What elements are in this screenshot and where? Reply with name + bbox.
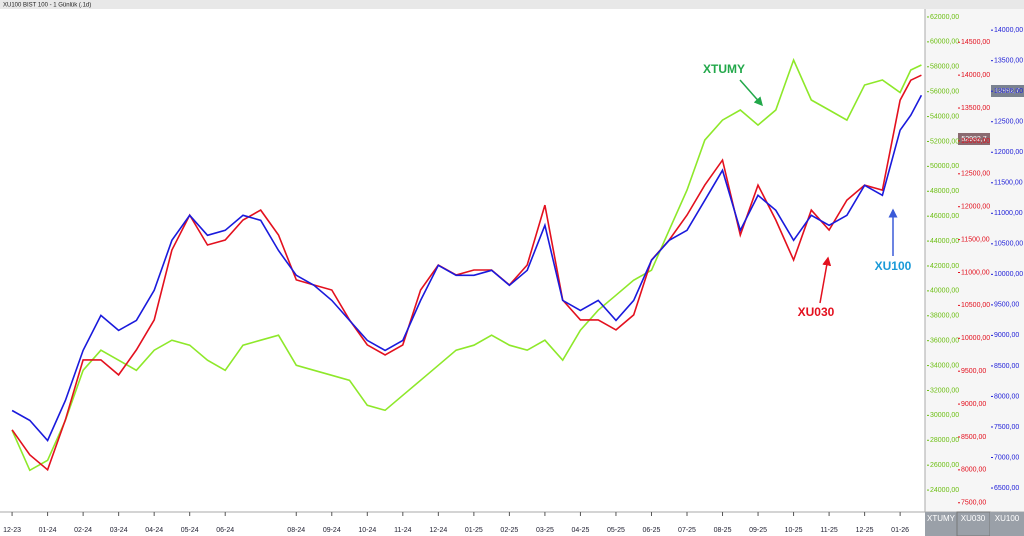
plot-area bbox=[11, 57, 923, 472]
x-tick-label: 05-24 bbox=[181, 527, 199, 534]
chart-title: XU100 BIST 100 - 1 Günlük (.1d) bbox=[3, 3, 91, 9]
y-tick-label: 36000,00 bbox=[930, 338, 959, 345]
y-tick-label: 56000,00 bbox=[930, 89, 959, 96]
x-tick-label: 02-24 bbox=[74, 527, 92, 534]
x-tick-label: 03-25 bbox=[536, 527, 554, 534]
x-tick-label: 04-25 bbox=[571, 527, 589, 534]
x-tick-label: 03-24 bbox=[110, 527, 128, 534]
y-tick-label: 12000,00 bbox=[961, 204, 990, 211]
y-tick-label: 12500,00 bbox=[994, 119, 1023, 126]
y-tick-label: 32000,00 bbox=[930, 387, 959, 394]
y-tick-label: 10500,00 bbox=[961, 302, 990, 309]
y-tick-label: 13500,00 bbox=[994, 58, 1023, 65]
annotation: XU100 bbox=[875, 259, 912, 273]
y-tick-label: 6500,00 bbox=[994, 485, 1019, 492]
y-tick-label: 13500,00 bbox=[961, 105, 990, 112]
x-tick-label: 11-25 bbox=[820, 527, 837, 534]
x-tick-label: 07-25 bbox=[678, 527, 696, 534]
y-tick-label: 42000,00 bbox=[930, 263, 959, 270]
arrow bbox=[739, 79, 763, 107]
y-tick-label: 8000,00 bbox=[994, 393, 1019, 400]
tab[interactable] bbox=[956, 511, 991, 536]
price-box-label: 52982,7 bbox=[961, 136, 986, 143]
title-bar bbox=[0, 0, 1024, 9]
arrow bbox=[819, 256, 832, 304]
tab-label[interactable]: XTUMY bbox=[927, 514, 956, 523]
x-tick-label: 01-26 bbox=[891, 527, 909, 534]
y-tick-label: 34000,00 bbox=[930, 362, 959, 369]
y-tick-label: 14000,00 bbox=[961, 72, 990, 79]
y-tick-label: 54000,00 bbox=[930, 113, 959, 120]
x-tick-label: 01-25 bbox=[465, 527, 483, 534]
y-tick-label: 7500,00 bbox=[961, 500, 986, 507]
y-tick-label: 48000,00 bbox=[930, 188, 959, 195]
y-tick-label: 50000,00 bbox=[930, 163, 959, 170]
y-tick-label: 9000,00 bbox=[994, 332, 1019, 339]
y-tick-label: 8500,00 bbox=[961, 434, 986, 441]
y-tick-label: 11500,00 bbox=[994, 180, 1023, 187]
y-tick-label: 24000,00 bbox=[930, 487, 959, 494]
tab-label[interactable]: XU100 bbox=[995, 514, 1020, 523]
y-tick-label: 62000,00 bbox=[930, 14, 959, 21]
y-tick-label: 9500,00 bbox=[961, 368, 986, 375]
y-tick-label: 7000,00 bbox=[994, 454, 1019, 461]
y-tick-label: 40000,00 bbox=[930, 288, 959, 295]
x-tick-label: 12-23 bbox=[3, 527, 21, 534]
y-tick-label: 10000,00 bbox=[994, 271, 1023, 278]
x-tick-label: 09-25 bbox=[749, 527, 767, 534]
x-tick-label: 09-24 bbox=[323, 527, 341, 534]
tab[interactable] bbox=[925, 512, 957, 536]
y-tick-label: 10500,00 bbox=[994, 241, 1023, 248]
y-tick-label: 7500,00 bbox=[994, 424, 1019, 431]
x-tick-label: 06-24 bbox=[216, 527, 234, 534]
y-tick-label: 13000,00 bbox=[994, 88, 1023, 95]
x-tick-label: 12-25 bbox=[856, 527, 874, 534]
y-tick-label: 11000,00 bbox=[961, 269, 990, 276]
y-tick-label: 8000,00 bbox=[961, 467, 986, 474]
x-tick-label: 08-24 bbox=[287, 527, 305, 534]
x-tick-label: 10-24 bbox=[358, 527, 376, 534]
series-line bbox=[11, 57, 922, 472]
y-tick-label: 14000,00 bbox=[994, 27, 1023, 34]
x-tick-label: 08-25 bbox=[714, 527, 732, 534]
y-tick-label: 9500,00 bbox=[994, 302, 1019, 309]
x-tick-label: 11-24 bbox=[394, 527, 411, 534]
price-box-label: 12992,7 bbox=[994, 88, 1019, 95]
y-tick-label: 12000,00 bbox=[994, 149, 1023, 156]
x-tick-label: 04-24 bbox=[145, 527, 163, 534]
price-box bbox=[991, 85, 1024, 97]
x-tick-label: 02-25 bbox=[500, 527, 518, 534]
x-tick-label: 12-24 bbox=[429, 527, 447, 534]
y-tick-label: 11000,00 bbox=[994, 210, 1023, 217]
y-tick-label: 60000,00 bbox=[930, 39, 959, 46]
annotation: XU030 bbox=[798, 305, 835, 319]
y-tick-label: 58000,00 bbox=[930, 64, 959, 71]
y-tick-label: 30000,00 bbox=[930, 412, 959, 419]
y-tick-label: 13000,00 bbox=[961, 138, 990, 145]
series-line bbox=[11, 94, 923, 442]
y-tick-label: 44000,00 bbox=[930, 238, 959, 245]
y-tick-label: 46000,00 bbox=[930, 213, 959, 220]
y-tick-label: 28000,00 bbox=[930, 437, 959, 444]
y-tick-label: 12500,00 bbox=[961, 171, 990, 178]
y-tick-label: 14500,00 bbox=[961, 39, 990, 46]
y-tick-label: 11500,00 bbox=[961, 236, 990, 243]
series-line bbox=[11, 74, 922, 472]
y-tick-label: 38000,00 bbox=[930, 313, 959, 320]
y-tick-label: 10000,00 bbox=[961, 335, 990, 342]
y-tick-label: 9000,00 bbox=[961, 401, 986, 408]
price-box bbox=[958, 133, 990, 145]
y-tick-label: 26000,00 bbox=[930, 462, 959, 469]
x-tick-label: 05-25 bbox=[607, 527, 625, 534]
x-tick-label: 06-25 bbox=[643, 527, 661, 534]
y-tick-label: 8500,00 bbox=[994, 363, 1019, 370]
tab-label[interactable]: XU030 bbox=[961, 514, 986, 523]
x-tick-label: 10-25 bbox=[785, 527, 803, 534]
y-tick-label: 52000,00 bbox=[930, 138, 959, 145]
annotation: XTUMY bbox=[703, 62, 745, 76]
tab[interactable] bbox=[990, 512, 1024, 536]
x-tick-label: 01-24 bbox=[39, 527, 57, 534]
